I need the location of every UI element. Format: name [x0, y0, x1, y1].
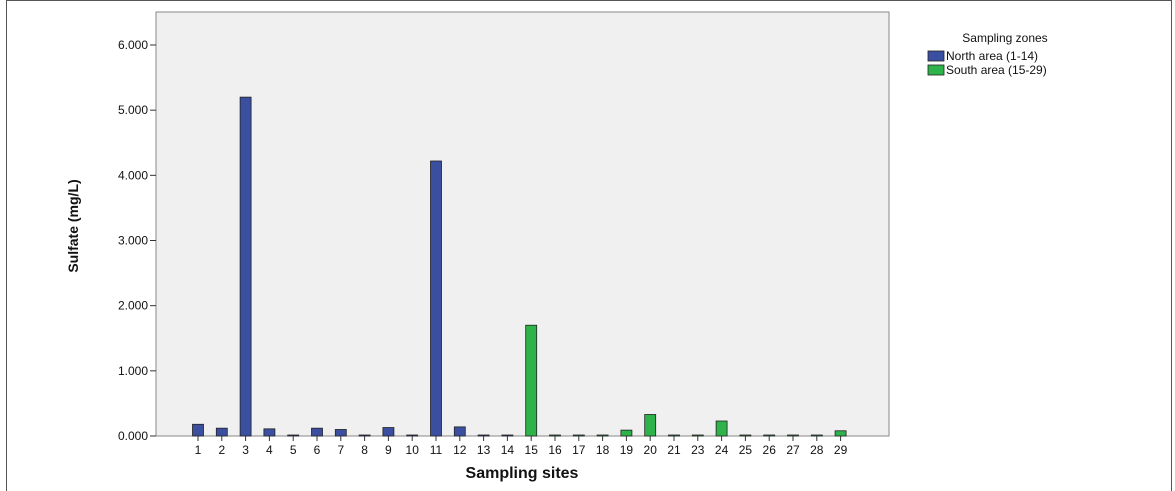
x-tick-label: 11 — [430, 443, 443, 457]
bar-south-15 — [525, 324, 538, 437]
bar-north-10 — [406, 434, 419, 437]
x-tick-label: 2 — [218, 443, 225, 457]
x-tick-label: 14 — [501, 443, 515, 457]
bar-south-20 — [644, 414, 657, 437]
y-tick-label: 1.000 — [118, 364, 148, 378]
x-tick-label: 29 — [834, 443, 848, 457]
x-tick-label: 12 — [453, 443, 467, 457]
bar-north-2 — [215, 427, 228, 437]
x-tick-label: 1 — [195, 443, 202, 457]
bar-north-6 — [311, 427, 323, 437]
x-tick-label: 25 — [739, 443, 753, 457]
x-tick-label: 16 — [548, 443, 562, 457]
legend-swatch — [927, 64, 945, 76]
x-tick-label: 4 — [266, 443, 273, 457]
bar-north-13 — [477, 434, 490, 437]
y-tick-label: 4.000 — [118, 168, 148, 182]
x-tick-label: 17 — [572, 443, 586, 457]
bar-north-11 — [430, 160, 442, 437]
bar-north-3 — [239, 96, 252, 437]
bar-south-28 — [810, 434, 823, 437]
bar-north-8 — [358, 434, 371, 437]
x-tick-label: 18 — [596, 443, 610, 457]
legend: Sampling zones North area (1-14)South ar… — [927, 31, 1048, 77]
x-axis: 1 2 3 4 5 6 7 8 9 10 11 12 13 14 15 16 17 18 19 20 21 23 24 25 2… — [195, 436, 848, 457]
bar-south-21 — [668, 434, 680, 437]
x-tick-label: 8 — [361, 443, 368, 457]
x-tick-label: 27 — [786, 443, 800, 457]
y-tick-label: 0.000 — [118, 429, 148, 443]
bar-north-14 — [501, 434, 514, 437]
x-tick-label: 6 — [314, 443, 321, 457]
x-tick-label: 20 — [644, 443, 658, 457]
x-tick-label: 3 — [242, 443, 249, 457]
bar-south-26 — [763, 434, 776, 437]
plot-area — [155, 11, 890, 437]
bar-south-29 — [834, 430, 847, 437]
x-tick-label: 21 — [667, 443, 681, 457]
y-tick-label: 5.000 — [118, 103, 148, 117]
bars — [192, 96, 847, 437]
x-tick-label: 9 — [385, 443, 392, 457]
chart-frame — [6, 0, 1172, 491]
legend-label: North area (1-14) — [946, 49, 1038, 63]
x-tick-label: 24 — [715, 443, 729, 457]
x-tick-label: 26 — [763, 443, 777, 457]
x-tick-label: 19 — [620, 443, 634, 457]
x-tick-label: 10 — [406, 443, 420, 457]
x-tick-label: 5 — [290, 443, 297, 457]
bar-south-19 — [620, 429, 633, 437]
legend-label: South area (15-29) — [946, 63, 1047, 77]
y-tick-label: 3.000 — [118, 234, 148, 248]
bar-south-24 — [715, 420, 728, 437]
x-tick-label: 7 — [337, 443, 344, 457]
bar-north-5 — [287, 434, 300, 437]
bar-south-27 — [787, 434, 799, 437]
bar-north-7 — [334, 429, 347, 437]
legend-title: Sampling zones — [962, 31, 1047, 45]
legend-swatch — [927, 50, 945, 62]
y-axis: 0.000 1.000 2.000 3.000 4.000 5.000 6.000 — [118, 38, 156, 443]
y-axis-title: Sulfate (mg/L) — [65, 179, 81, 272]
y-tick-label: 2.000 — [118, 299, 148, 313]
bar-south-17 — [572, 434, 585, 437]
bar-north-1 — [192, 423, 204, 437]
x-tick-label: 28 — [810, 443, 824, 457]
y-tick-label: 6.000 — [118, 38, 148, 52]
x-axis-title: Sampling sites — [466, 465, 579, 482]
x-tick-label: 15 — [525, 443, 539, 457]
bar-north-9 — [382, 427, 395, 437]
bar-north-4 — [263, 428, 276, 437]
x-tick-label: 23 — [691, 443, 705, 457]
bar-south-18 — [596, 434, 609, 437]
bar-north-12 — [453, 426, 466, 437]
x-tick-label: 13 — [477, 443, 491, 457]
bar-south-25 — [739, 434, 752, 437]
bar-south-23 — [691, 434, 704, 437]
bar-south-16 — [549, 434, 561, 437]
